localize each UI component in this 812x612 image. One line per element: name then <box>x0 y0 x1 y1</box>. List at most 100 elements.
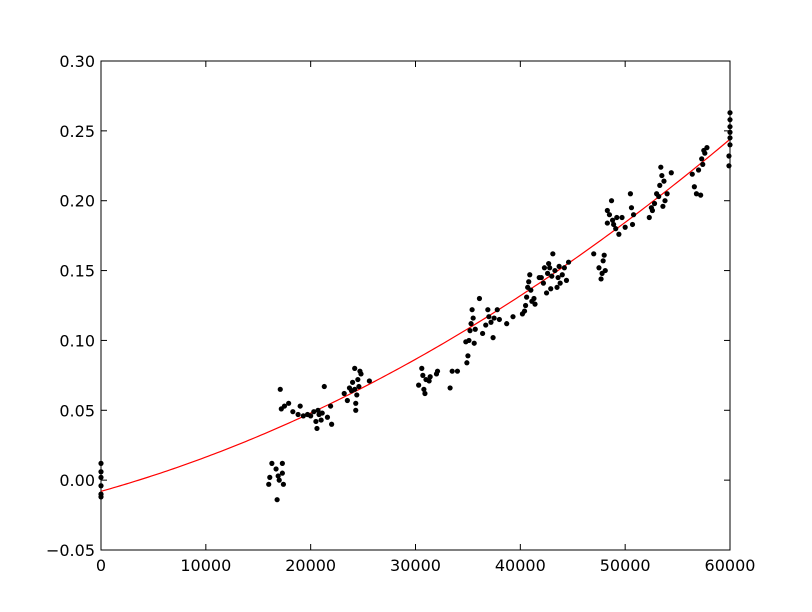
data-point <box>726 153 732 159</box>
data-point <box>468 321 474 327</box>
data-point <box>651 200 658 207</box>
data-point <box>273 466 279 472</box>
data-point <box>649 207 656 214</box>
data-point <box>510 314 516 320</box>
y-tick-label: 0.00 <box>59 471 95 490</box>
data-point <box>546 260 552 267</box>
data-point <box>554 284 560 290</box>
data-point <box>295 411 301 418</box>
data-point <box>613 226 619 232</box>
fit-curve <box>100 138 731 492</box>
data-point <box>600 258 606 264</box>
data-point <box>313 418 319 425</box>
y-tick-label: 0.20 <box>59 192 95 211</box>
data-point <box>611 221 617 228</box>
data-point <box>280 481 287 487</box>
data-point <box>702 150 708 156</box>
data-point <box>689 171 695 177</box>
data-point <box>479 330 486 337</box>
data-point <box>727 124 733 130</box>
data-point <box>531 295 537 302</box>
data-point <box>274 497 280 503</box>
data-point <box>691 184 697 190</box>
data-point <box>447 385 453 391</box>
data-point <box>627 191 634 197</box>
y-tick-label: 0.15 <box>59 262 95 281</box>
data-point <box>476 295 483 302</box>
data-point <box>98 474 104 480</box>
x-tick-label: 40000 <box>495 556 546 575</box>
data-point <box>465 353 471 359</box>
data-point <box>427 374 433 380</box>
data-point <box>277 386 283 392</box>
data-point <box>698 192 704 198</box>
data-point <box>297 403 303 409</box>
data-point <box>664 191 670 197</box>
x-tick-label: 30000 <box>390 556 441 575</box>
data-point <box>619 214 625 221</box>
data-point <box>467 328 473 334</box>
data-point <box>521 308 528 314</box>
data-point <box>469 307 475 313</box>
data-point <box>602 267 608 274</box>
data-point <box>356 383 362 390</box>
data-point <box>471 340 477 346</box>
data-point <box>358 371 364 377</box>
data-point <box>559 272 565 278</box>
plot-area-border <box>100 60 731 551</box>
data-point <box>727 135 733 141</box>
data-point <box>656 193 662 200</box>
data-point <box>555 274 561 281</box>
x-tick-label: 0 <box>96 556 106 575</box>
data-point <box>486 314 492 320</box>
data-point <box>700 161 706 167</box>
data-point <box>353 407 359 413</box>
data-point <box>420 372 426 378</box>
data-point <box>660 203 666 209</box>
data-point <box>552 267 558 274</box>
data-point <box>485 307 491 313</box>
data-point <box>540 280 547 286</box>
data-point <box>524 294 530 300</box>
data-point <box>662 198 668 204</box>
data-point <box>543 290 550 296</box>
data-point <box>329 421 335 427</box>
data-point <box>563 277 570 283</box>
data-point <box>324 414 331 420</box>
data-point <box>275 473 281 479</box>
data-point <box>355 376 361 383</box>
plot-frame <box>100 60 731 551</box>
data-point <box>548 286 554 292</box>
data-point <box>609 217 616 223</box>
data-point <box>727 142 733 148</box>
data-point <box>318 417 324 423</box>
data-point <box>616 231 622 237</box>
data-point <box>695 167 702 173</box>
data-point <box>416 382 422 388</box>
data-point <box>661 178 667 184</box>
data-point <box>527 272 533 278</box>
x-tick-label: 50000 <box>600 556 651 575</box>
y-tick-label: 0.05 <box>59 401 95 420</box>
scatter-points-layer <box>98 110 733 503</box>
data-point <box>726 163 732 169</box>
data-point <box>315 407 321 413</box>
data-point <box>344 397 350 404</box>
data-point <box>279 470 285 476</box>
data-point <box>98 469 104 475</box>
data-point <box>601 252 607 258</box>
data-point <box>488 319 494 325</box>
data-point <box>550 251 556 257</box>
y-tick-label: 0.10 <box>59 331 95 350</box>
data-point <box>267 474 273 480</box>
data-point <box>290 409 296 415</box>
data-point <box>466 337 472 344</box>
data-point <box>491 315 497 321</box>
data-point <box>561 265 567 271</box>
data-point <box>541 265 548 271</box>
data-point <box>606 212 613 218</box>
data-point <box>419 365 425 371</box>
data-point <box>314 425 320 432</box>
x-tick-label: 10000 <box>180 556 231 575</box>
